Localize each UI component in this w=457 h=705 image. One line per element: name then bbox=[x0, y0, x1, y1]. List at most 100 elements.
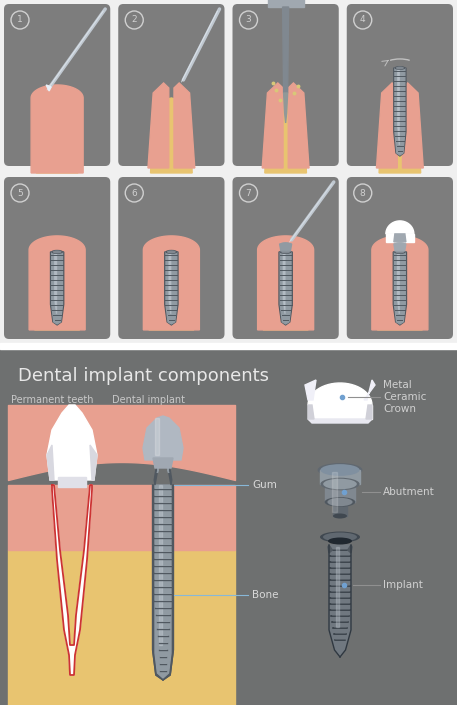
Polygon shape bbox=[154, 467, 158, 485]
FancyBboxPatch shape bbox=[347, 177, 453, 339]
Polygon shape bbox=[143, 236, 199, 330]
Polygon shape bbox=[394, 234, 406, 242]
Polygon shape bbox=[288, 83, 309, 168]
Polygon shape bbox=[305, 380, 316, 400]
Polygon shape bbox=[0, 0, 457, 343]
Ellipse shape bbox=[318, 463, 362, 477]
Polygon shape bbox=[262, 83, 283, 168]
Polygon shape bbox=[265, 98, 307, 173]
Polygon shape bbox=[333, 502, 347, 516]
Polygon shape bbox=[148, 83, 169, 168]
Polygon shape bbox=[379, 98, 421, 173]
Ellipse shape bbox=[396, 66, 404, 69]
Polygon shape bbox=[0, 343, 457, 349]
Text: 6: 6 bbox=[131, 188, 137, 197]
Polygon shape bbox=[166, 252, 177, 324]
Polygon shape bbox=[320, 470, 360, 484]
Polygon shape bbox=[403, 83, 423, 168]
Polygon shape bbox=[150, 98, 192, 173]
Text: 1: 1 bbox=[17, 16, 23, 25]
Polygon shape bbox=[0, 349, 457, 705]
Ellipse shape bbox=[167, 250, 176, 253]
Polygon shape bbox=[149, 250, 194, 330]
Polygon shape bbox=[332, 472, 337, 512]
Ellipse shape bbox=[395, 250, 404, 253]
Ellipse shape bbox=[394, 250, 406, 254]
FancyBboxPatch shape bbox=[118, 177, 224, 339]
Polygon shape bbox=[377, 83, 397, 168]
Polygon shape bbox=[52, 252, 63, 324]
Ellipse shape bbox=[324, 497, 356, 507]
Polygon shape bbox=[280, 252, 291, 324]
Ellipse shape bbox=[51, 250, 63, 254]
Polygon shape bbox=[168, 467, 172, 485]
Text: 3: 3 bbox=[245, 16, 251, 25]
Text: Bone: Bone bbox=[252, 590, 278, 600]
Polygon shape bbox=[153, 485, 173, 680]
FancyBboxPatch shape bbox=[118, 4, 224, 166]
Ellipse shape bbox=[280, 250, 292, 254]
Polygon shape bbox=[308, 405, 314, 419]
Ellipse shape bbox=[333, 513, 347, 518]
Polygon shape bbox=[35, 250, 80, 330]
Polygon shape bbox=[280, 244, 292, 251]
Polygon shape bbox=[372, 236, 428, 330]
Text: Dental implant: Dental implant bbox=[112, 395, 185, 405]
Polygon shape bbox=[8, 485, 235, 550]
Text: 5: 5 bbox=[17, 188, 23, 197]
Polygon shape bbox=[386, 221, 414, 234]
FancyBboxPatch shape bbox=[4, 177, 110, 339]
Polygon shape bbox=[398, 253, 399, 314]
Polygon shape bbox=[284, 93, 287, 123]
Polygon shape bbox=[52, 485, 92, 675]
Polygon shape bbox=[47, 405, 97, 480]
Polygon shape bbox=[31, 85, 83, 173]
Polygon shape bbox=[29, 236, 85, 330]
Text: 7: 7 bbox=[245, 188, 251, 197]
Ellipse shape bbox=[165, 250, 177, 254]
Polygon shape bbox=[283, 253, 285, 314]
Text: 8: 8 bbox=[360, 188, 366, 197]
Polygon shape bbox=[47, 445, 54, 480]
Ellipse shape bbox=[320, 464, 360, 476]
FancyBboxPatch shape bbox=[347, 4, 453, 166]
Polygon shape bbox=[58, 477, 86, 487]
Polygon shape bbox=[328, 545, 332, 553]
Polygon shape bbox=[174, 83, 195, 168]
Text: Dental implant components: Dental implant components bbox=[18, 367, 269, 385]
Ellipse shape bbox=[323, 532, 357, 541]
Polygon shape bbox=[157, 460, 169, 473]
Polygon shape bbox=[395, 68, 405, 155]
Polygon shape bbox=[393, 252, 406, 325]
Polygon shape bbox=[324, 484, 356, 502]
Polygon shape bbox=[8, 550, 235, 705]
Text: 2: 2 bbox=[132, 16, 137, 25]
Polygon shape bbox=[169, 253, 171, 314]
Polygon shape bbox=[394, 68, 406, 156]
Polygon shape bbox=[268, 0, 303, 7]
Ellipse shape bbox=[394, 66, 405, 70]
Polygon shape bbox=[165, 252, 178, 325]
Ellipse shape bbox=[280, 242, 291, 246]
Ellipse shape bbox=[320, 532, 360, 543]
Polygon shape bbox=[155, 418, 159, 455]
Ellipse shape bbox=[323, 479, 357, 489]
Ellipse shape bbox=[328, 537, 352, 544]
Ellipse shape bbox=[394, 242, 405, 246]
FancyBboxPatch shape bbox=[4, 4, 110, 166]
Polygon shape bbox=[394, 244, 406, 251]
Polygon shape bbox=[348, 545, 352, 553]
Polygon shape bbox=[394, 252, 405, 324]
Ellipse shape bbox=[327, 498, 353, 506]
Polygon shape bbox=[364, 380, 375, 400]
Polygon shape bbox=[90, 445, 97, 480]
Polygon shape bbox=[143, 416, 183, 460]
Text: Gum: Gum bbox=[252, 480, 277, 490]
Polygon shape bbox=[153, 458, 173, 468]
Polygon shape bbox=[159, 485, 162, 645]
Polygon shape bbox=[377, 250, 422, 330]
Polygon shape bbox=[258, 236, 314, 330]
Text: Permanent teeth: Permanent teeth bbox=[11, 395, 93, 405]
Polygon shape bbox=[46, 85, 51, 91]
Polygon shape bbox=[55, 253, 57, 314]
